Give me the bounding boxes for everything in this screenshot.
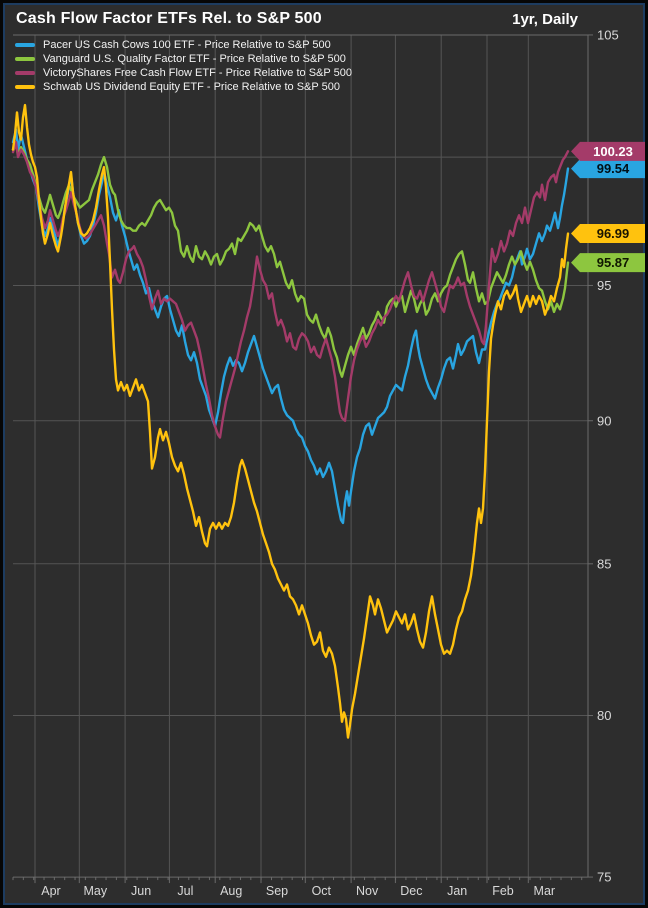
- x-axis-month-label: Feb: [492, 884, 514, 898]
- price-flag-value: 99.54: [597, 161, 630, 176]
- series-line-3: [11, 140, 570, 439]
- price-flag-value: 100.23: [593, 144, 633, 159]
- legend-label: Pacer US Cash Cows 100 ETF - Price Relat…: [43, 39, 331, 51]
- price-flag: [571, 141, 645, 161]
- legend-line-swatch: [15, 43, 35, 47]
- legend-label: VictoryShares Free Cash Flow ETF - Price…: [43, 67, 352, 79]
- chart-frame: Cash Flow Factor ETFs Rel. to S&P 500 1y…: [3, 3, 645, 905]
- x-axis-month-label: Dec: [400, 884, 422, 898]
- x-axis-month-label: Nov: [356, 884, 379, 898]
- price-chart[interactable]: Apr May Jun Jul Aug Sep Oct Nov Dec Jan Feb Mar 105 1…: [5, 5, 645, 905]
- x-axis-month-label: May: [83, 884, 107, 898]
- y-axis-price-label: 90: [597, 413, 611, 428]
- price-flag: [571, 253, 645, 273]
- title-bar: Cash Flow Factor ETFs Rel. to S&P 500 1y…: [5, 5, 643, 35]
- legend-line-swatch: [15, 57, 35, 61]
- legend-line-swatch: [15, 71, 35, 75]
- legend-item-3[interactable]: VictoryShares Free Cash Flow ETF - Price…: [15, 66, 352, 80]
- x-axis-month-label: Jul: [177, 884, 193, 898]
- price-flag: [571, 159, 645, 179]
- y-axis-price-label: 75: [597, 870, 611, 885]
- series-line-1: [11, 128, 570, 525]
- x-axis-month-label: Sep: [266, 884, 288, 898]
- series-line-4: [11, 103, 570, 739]
- legend-item-2[interactable]: Vanguard U.S. Quality Factor ETF - Price…: [15, 52, 352, 66]
- price-flag: [571, 224, 645, 244]
- series-line-2: [11, 143, 570, 378]
- legend-label: Vanguard U.S. Quality Factor ETF - Price…: [43, 53, 346, 65]
- chart-legend: Pacer US Cash Cows 100 ETF - Price Relat…: [15, 38, 352, 94]
- chart-title: Cash Flow Factor ETFs Rel. to S&P 500: [16, 10, 322, 27]
- y-axis-price-label: 80: [597, 708, 611, 723]
- y-axis-price-label: 95: [597, 278, 611, 293]
- y-axis-price-label: 85: [597, 556, 611, 571]
- x-axis-month-label: Jun: [131, 884, 151, 898]
- price-flag-value: 95.87: [597, 255, 630, 270]
- x-axis-month-label: Oct: [312, 884, 332, 898]
- legend-item-4[interactable]: Schwab US Dividend Equity ETF - Price Re…: [15, 80, 352, 94]
- x-axis-month-label: Aug: [220, 884, 242, 898]
- price-flag-value: 96.99: [597, 226, 630, 241]
- legend-item-1[interactable]: Pacer US Cash Cows 100 ETF - Price Relat…: [15, 38, 352, 52]
- y-axis-price-label: 105: [597, 27, 619, 42]
- x-axis-month-label: Apr: [41, 884, 60, 898]
- timeframe-label: 1yr, Daily: [512, 11, 578, 28]
- legend-label: Schwab US Dividend Equity ETF - Price Re…: [43, 81, 340, 93]
- legend-line-swatch: [15, 85, 35, 89]
- x-axis-month-label: Jan: [447, 884, 467, 898]
- x-axis-month-label: Mar: [534, 884, 556, 898]
